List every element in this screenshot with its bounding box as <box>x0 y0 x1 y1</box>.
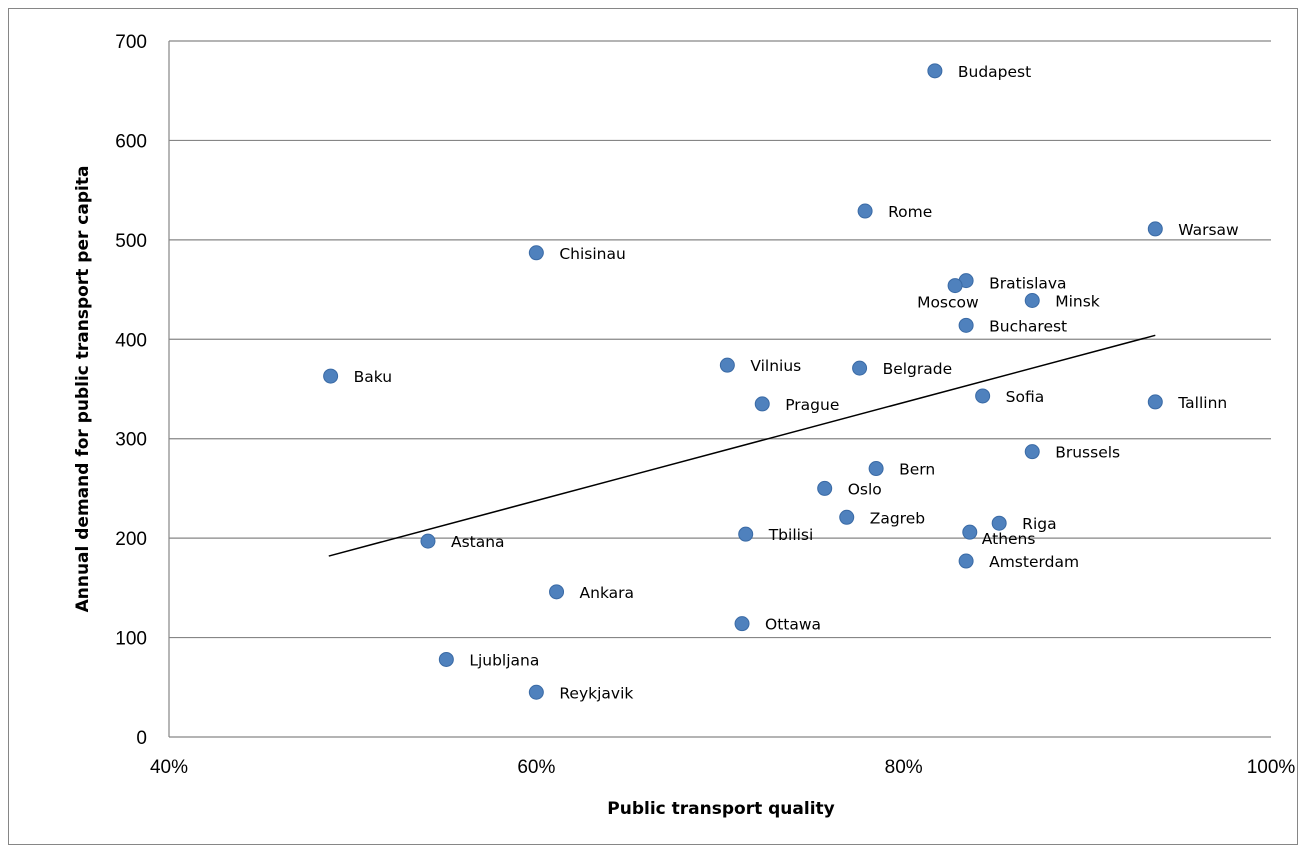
data-label: Warsaw <box>1178 221 1239 239</box>
data-points <box>323 63 1163 700</box>
y-tick-label: 300 <box>115 430 147 451</box>
data-point <box>868 461 884 477</box>
data-point <box>1024 444 1040 460</box>
y-tick-label: 500 <box>115 231 147 252</box>
x-tick-label: 60% <box>517 757 555 778</box>
data-point <box>958 317 974 333</box>
y-axis-tick-labels: 0 100 200 300 400 500 600 700 <box>115 32 147 749</box>
data-point <box>962 524 978 540</box>
y-tick-label: 600 <box>115 131 147 152</box>
data-label: Athens <box>982 530 1036 548</box>
data-point <box>958 553 974 569</box>
data-label: Rome <box>888 203 932 221</box>
data-label: Chisinau <box>559 245 625 263</box>
trendline <box>328 334 1156 557</box>
chart-area <box>8 8 1298 845</box>
y-tick-label: 400 <box>115 330 147 351</box>
data-label: Astana <box>451 533 505 551</box>
data-point <box>420 533 436 549</box>
data-label: Riga <box>1022 515 1056 533</box>
data-label: Tbilisi <box>768 526 814 544</box>
data-point <box>323 368 339 384</box>
x-axis-tick-labels: 40% 60% 80% 100% <box>150 757 1295 778</box>
y-tick-label: 0 <box>136 728 147 749</box>
data-label: Reykjavik <box>559 684 633 702</box>
x-axis-title: Public transport quality <box>607 799 834 819</box>
data-point <box>839 509 855 525</box>
y-tick-label: 700 <box>115 32 147 53</box>
data-label: Budapest <box>958 63 1031 81</box>
gridlines <box>168 40 1271 738</box>
data-label: Ankara <box>580 584 635 602</box>
data-label: Belgrade <box>883 360 953 378</box>
data-label: Ljubljana <box>469 651 539 669</box>
data-labels: Budapest Rome Warsaw Chisinau Bratislava Mosc… <box>354 63 1239 702</box>
data-label: Minsk <box>1055 293 1100 311</box>
y-axis-title: Annual demand for public transport per c… <box>73 166 93 613</box>
data-label: Amsterdam <box>989 553 1079 571</box>
y-tick-label: 200 <box>115 529 147 550</box>
data-point <box>927 63 943 79</box>
data-label: Ottawa <box>765 616 821 634</box>
data-label: Moscow <box>917 294 979 312</box>
x-tick-label: 40% <box>150 757 188 778</box>
data-point <box>438 651 454 667</box>
data-label: Bucharest <box>989 317 1067 335</box>
data-point <box>852 360 868 376</box>
data-point <box>719 357 735 373</box>
data-point <box>528 684 544 700</box>
x-tick-label: 100% <box>1247 757 1296 778</box>
data-point <box>975 388 991 404</box>
data-point <box>738 526 754 542</box>
data-point <box>528 245 544 261</box>
trendline-group <box>328 334 1156 557</box>
data-point <box>1024 293 1040 309</box>
data-label: Vilnius <box>750 357 801 375</box>
data-label: Oslo <box>848 480 882 498</box>
data-label: Bern <box>899 461 935 479</box>
data-point <box>549 584 565 600</box>
data-label: Prague <box>785 396 839 414</box>
data-point <box>734 616 750 632</box>
data-point <box>1147 394 1163 410</box>
data-point <box>857 203 873 219</box>
x-tick-label: 80% <box>885 757 923 778</box>
data-point <box>947 278 963 294</box>
data-point <box>1147 221 1163 237</box>
data-label: Sofia <box>1006 388 1045 406</box>
data-label: Tallinn <box>1177 394 1227 412</box>
data-label: Baku <box>354 368 392 386</box>
data-point <box>754 396 770 412</box>
data-label: Zagreb <box>870 509 925 527</box>
data-point <box>991 515 1007 531</box>
data-label: Bratislava <box>989 275 1066 293</box>
data-point <box>817 480 833 496</box>
data-label: Brussels <box>1055 444 1120 462</box>
y-tick-label: 100 <box>115 629 147 650</box>
